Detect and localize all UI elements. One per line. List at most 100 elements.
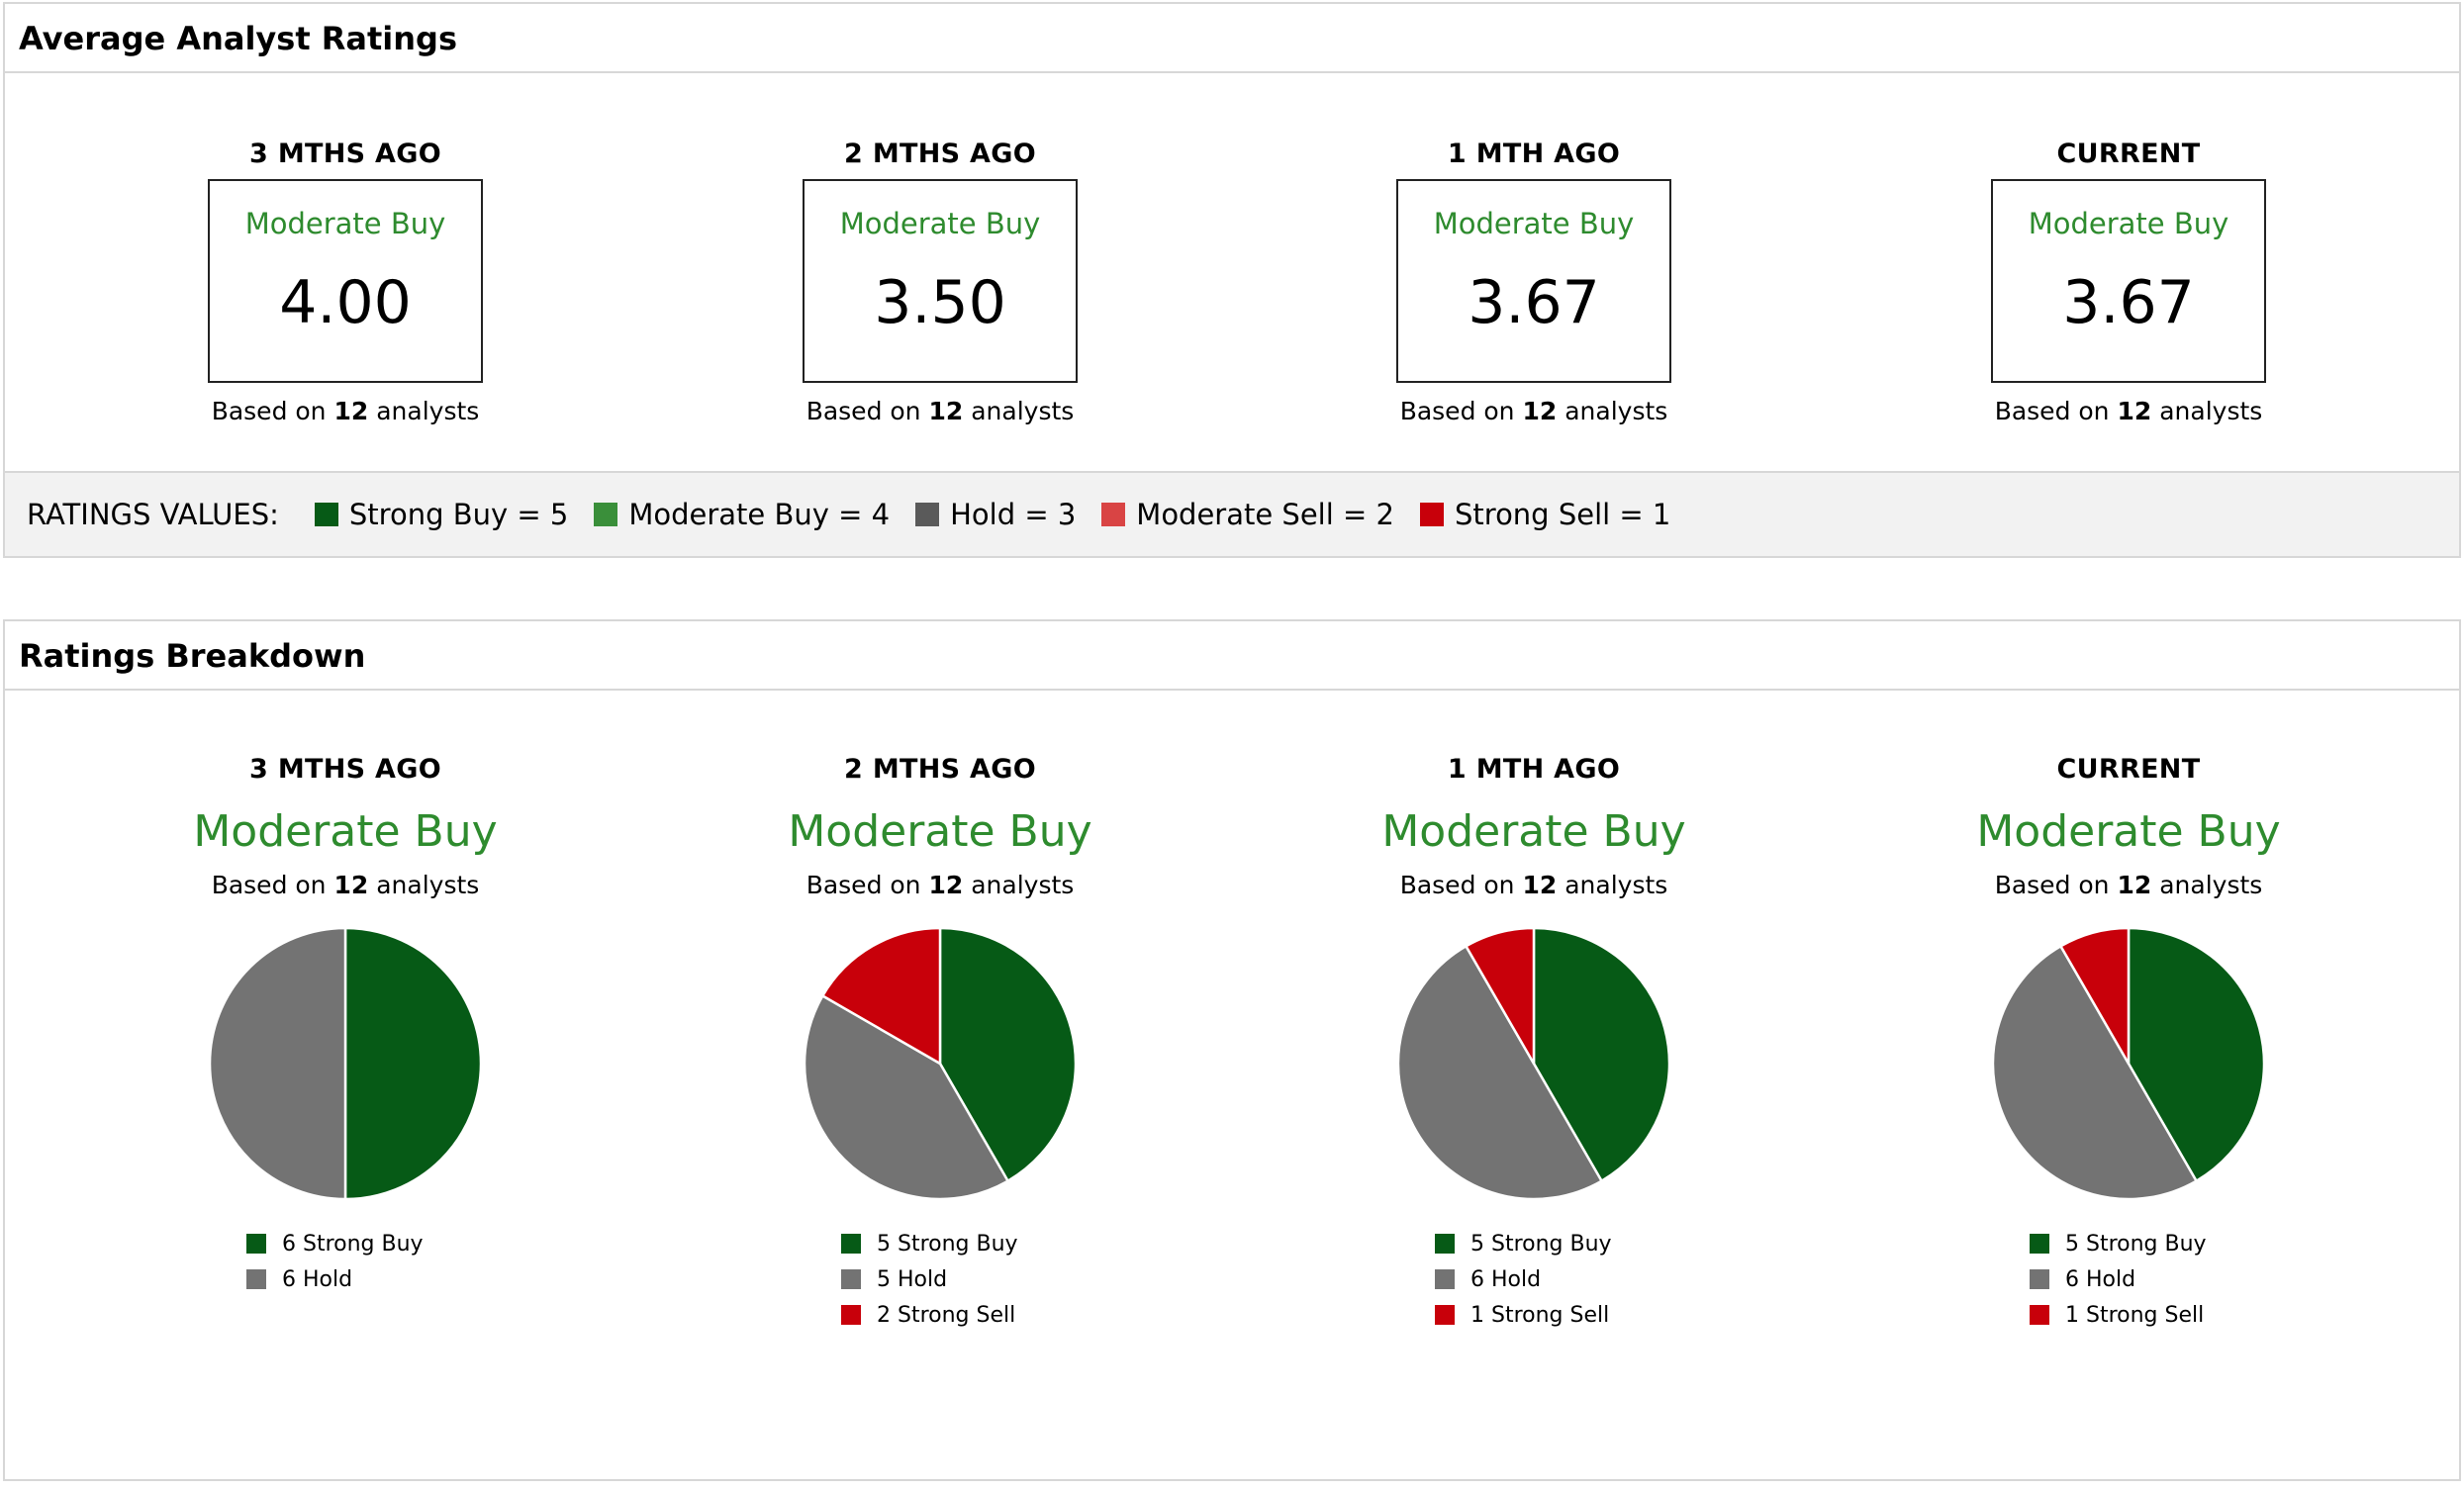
legend-swatch bbox=[2030, 1305, 2049, 1325]
based-on-text: Based on 12 analysts bbox=[211, 397, 480, 425]
rating-label: Moderate Buy bbox=[244, 207, 446, 240]
pie-legend-item: 1 Strong Sell bbox=[1435, 1297, 1633, 1333]
pie-chart-wrap bbox=[1395, 925, 1672, 1202]
legend-label: 5 Strong Buy bbox=[2065, 1231, 2207, 1257]
pie-slice-6-hold bbox=[1991, 945, 2198, 1201]
ratings-values-title: RATINGS VALUES: bbox=[27, 498, 279, 531]
pie-chart bbox=[1396, 926, 1671, 1201]
based-on-text: Based on 12 analysts bbox=[1399, 871, 1668, 899]
legend-swatch bbox=[1435, 1269, 1455, 1289]
breakdown-card: 2 MTHS AGO Moderate Buy Based on 12 anal… bbox=[643, 754, 1237, 1333]
legend-swatch bbox=[1101, 503, 1126, 526]
pie-legend-item: 1 Strong Sell bbox=[2030, 1297, 2227, 1333]
rating-box: Moderate Buy 3.50 bbox=[803, 179, 1078, 383]
legend-label: 5 Strong Buy bbox=[877, 1231, 1018, 1257]
card-period: 3 MTHS AGO bbox=[249, 754, 441, 785]
legend-swatch bbox=[246, 1269, 266, 1289]
legend-swatch bbox=[2030, 1234, 2049, 1254]
legend-label: Moderate Sell = 2 bbox=[1136, 498, 1394, 531]
pie-legend-item: 5 Strong Buy bbox=[841, 1226, 1039, 1261]
rating-value: 3.67 bbox=[1468, 268, 1600, 337]
rating-value: 3.50 bbox=[874, 268, 1006, 337]
card-period: CURRENT bbox=[2056, 754, 2201, 785]
legend-swatch bbox=[915, 503, 940, 526]
pie-slice-6-hold bbox=[1396, 945, 1603, 1201]
analyst-count: 12 bbox=[1522, 871, 1558, 899]
breakdown-card: 3 MTHS AGO Moderate Buy Based on 12 anal… bbox=[48, 754, 642, 1297]
pie-chart-wrap bbox=[207, 925, 484, 1202]
pie-chart bbox=[803, 926, 1078, 1201]
legend-label: 5 Strong Buy bbox=[1470, 1231, 1612, 1257]
rating-card: 3 MTHS AGO Moderate Buy 4.00 Based on 12… bbox=[48, 139, 642, 425]
analyst-count: 12 bbox=[2117, 871, 2152, 899]
based-on-text: Based on 12 analysts bbox=[211, 871, 480, 899]
card-period: 2 MTHS AGO bbox=[844, 139, 1036, 169]
based-on-text: Based on 12 analysts bbox=[1994, 871, 2263, 899]
pie-slice-5-strong-buy bbox=[1532, 926, 1671, 1182]
pie-chart bbox=[1991, 926, 2266, 1201]
legend-label: 1 Strong Sell bbox=[1470, 1302, 1610, 1328]
pie-legend: 5 Strong Buy 5 Hold 2 Strong Sell bbox=[841, 1226, 1039, 1333]
legend-swatch bbox=[841, 1305, 861, 1325]
pie-legend-item: 5 Strong Buy bbox=[2030, 1226, 2227, 1261]
legend-swatch bbox=[1435, 1234, 1455, 1254]
legend-swatch bbox=[841, 1269, 861, 1289]
rating-box: Moderate Buy 3.67 bbox=[1991, 179, 2266, 383]
pie-slice-6-hold bbox=[208, 926, 347, 1201]
pie-slice-5-strong-buy bbox=[938, 926, 1078, 1182]
rating-label: Moderate Buy bbox=[1433, 207, 1635, 240]
legend-item-strong-sell: Strong Sell = 1 bbox=[1420, 498, 1670, 531]
ratings-breakdown-panel: Ratings Breakdown 3 MTHS AGO Moderate Bu… bbox=[3, 619, 2461, 1481]
rating-card: CURRENT Moderate Buy 3.67 Based on 12 an… bbox=[1832, 139, 2425, 425]
pie-legend: 6 Strong Buy 6 Hold bbox=[246, 1226, 444, 1297]
rating-label: Moderate Buy bbox=[193, 806, 498, 857]
based-on-text: Based on 12 analysts bbox=[1994, 397, 2263, 425]
legend-label: 5 Hold bbox=[877, 1266, 948, 1292]
pie-legend-item: 2 Strong Sell bbox=[841, 1297, 1039, 1333]
average-ratings-title: Average Analyst Ratings bbox=[5, 4, 2459, 73]
based-on-text: Based on 12 analysts bbox=[1399, 397, 1668, 425]
legend-label: Moderate Buy = 4 bbox=[628, 498, 891, 531]
breakdown-card: 1 MTH AGO Moderate Buy Based on 12 analy… bbox=[1237, 754, 1831, 1333]
pie-slice-5-hold bbox=[803, 994, 1009, 1201]
pie-legend-item: 6 Strong Buy bbox=[246, 1226, 444, 1261]
ratings-values-legend: RATINGS VALUES: Strong Buy = 5 Moderate … bbox=[5, 471, 2459, 556]
rating-label: Moderate Buy bbox=[839, 207, 1041, 240]
legend-item-moderate-buy: Moderate Buy = 4 bbox=[594, 498, 890, 531]
based-on-text: Based on 12 analysts bbox=[806, 397, 1075, 425]
legend-swatch bbox=[594, 503, 618, 526]
based-on-text: Based on 12 analysts bbox=[806, 871, 1075, 899]
analyst-count: 12 bbox=[1522, 397, 1558, 425]
pie-legend-item: 6 Hold bbox=[2030, 1261, 2227, 1297]
analyst-count: 12 bbox=[928, 871, 964, 899]
legend-label: Strong Buy = 5 bbox=[348, 498, 569, 531]
pie-legend-item: 5 Strong Buy bbox=[1435, 1226, 1633, 1261]
legend-label: 2 Strong Sell bbox=[877, 1302, 1016, 1328]
pie-slice-5-strong-buy bbox=[2127, 926, 2266, 1182]
legend-swatch bbox=[2030, 1269, 2049, 1289]
pie-legend-item: 6 Hold bbox=[246, 1261, 444, 1297]
legend-label: 6 Hold bbox=[1470, 1266, 1542, 1292]
card-period: 1 MTH AGO bbox=[1447, 139, 1621, 169]
pie-slice-1-strong-sell bbox=[2059, 926, 2131, 1066]
legend-swatch bbox=[314, 503, 338, 526]
legend-item-moderate-sell: Moderate Sell = 2 bbox=[1101, 498, 1394, 531]
rating-label: Moderate Buy bbox=[788, 806, 1092, 857]
rating-box: Moderate Buy 4.00 bbox=[208, 179, 483, 383]
legend-label: Strong Sell = 1 bbox=[1455, 498, 1671, 531]
analyst-count: 12 bbox=[928, 397, 964, 425]
analyst-count: 12 bbox=[2117, 397, 2152, 425]
pie-slice-6-strong-buy bbox=[343, 926, 483, 1201]
analyst-count: 12 bbox=[333, 397, 369, 425]
analyst-count: 12 bbox=[333, 871, 369, 899]
rating-card: 1 MTH AGO Moderate Buy 3.67 Based on 12 … bbox=[1237, 139, 1831, 425]
average-ratings-panel: Average Analyst Ratings 3 MTHS AGO Moder… bbox=[3, 2, 2461, 558]
legend-label: Hold = 3 bbox=[950, 498, 1077, 531]
legend-swatch bbox=[1435, 1305, 1455, 1325]
pie-chart-wrap bbox=[802, 925, 1079, 1202]
legend-item-strong-buy: Strong Buy = 5 bbox=[314, 498, 569, 531]
legend-swatch bbox=[246, 1234, 266, 1254]
legend-label: 6 Hold bbox=[282, 1266, 353, 1292]
pie-slice-1-strong-sell bbox=[1465, 926, 1536, 1066]
pie-legend-item: 6 Hold bbox=[1435, 1261, 1633, 1297]
